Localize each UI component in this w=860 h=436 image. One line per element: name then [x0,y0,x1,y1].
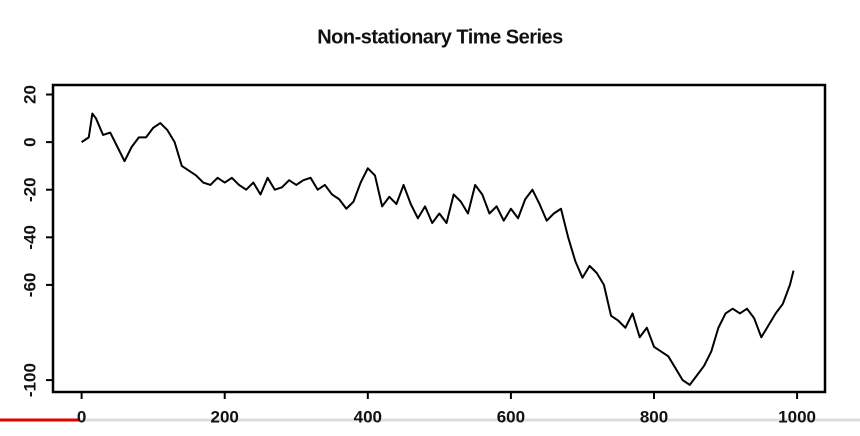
plot-frame [51,83,827,394]
chart-title: Non-stationary Time Series [317,26,563,48]
x-tick-label: 400 [354,407,382,426]
x-tick-label: 800 [640,407,668,426]
y-tick-label: -20 [20,177,39,202]
x-tick-label: 0 [77,407,86,426]
y-tick-label: -60 [20,273,39,298]
y-tick-label: -100 [20,363,39,397]
series-line [81,112,795,386]
y-tick-label: 20 [20,85,39,104]
y-tick-label: 0 [20,137,39,146]
x-tick-label: 200 [211,407,239,426]
x-tick-label: 600 [497,407,525,426]
x-tick-label: 1000 [778,407,816,426]
y-tick-label: -40 [20,225,39,250]
